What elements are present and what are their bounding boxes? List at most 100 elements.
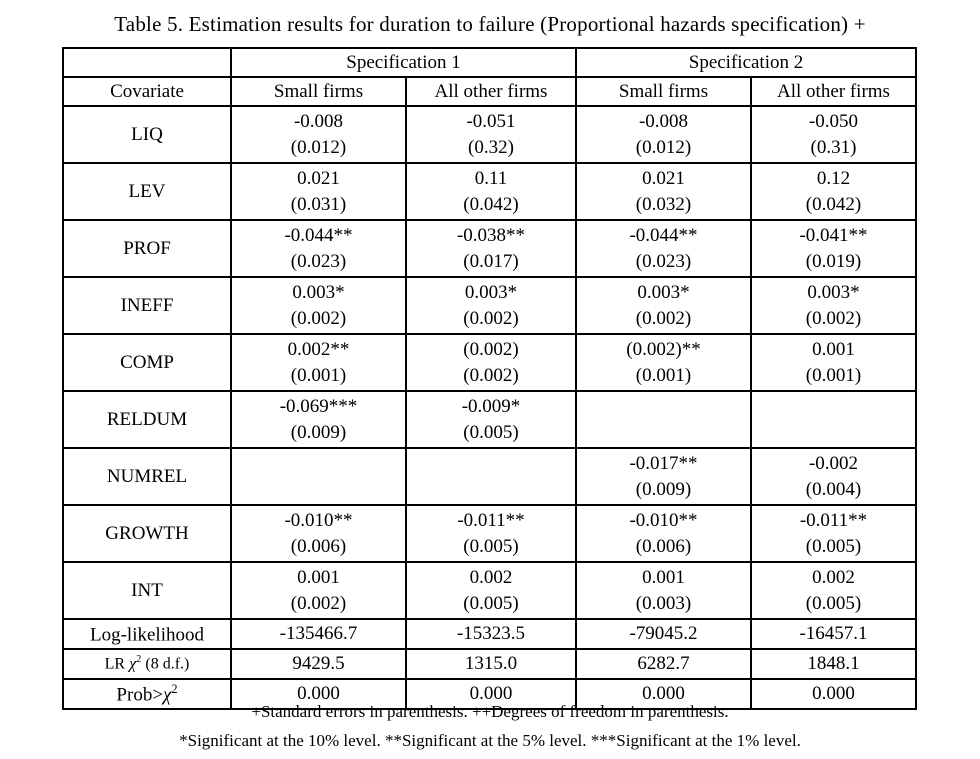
stat-value: 0.000 bbox=[405, 678, 577, 710]
std-error: (0.005) bbox=[463, 421, 519, 443]
coefficient: 0.003* bbox=[637, 281, 690, 303]
cell: -0.011** (0.005) bbox=[750, 504, 917, 563]
cell: -0.017** (0.009) bbox=[575, 447, 752, 506]
std-error: (0.017) bbox=[463, 250, 519, 272]
footnote-standard-errors: +Standard errors in parenthesis. ++Degre… bbox=[251, 702, 729, 721]
cell: 0.021 (0.032) bbox=[575, 162, 752, 221]
chi-symbol: χ bbox=[129, 655, 137, 673]
coefficient: -0.051 bbox=[466, 110, 516, 132]
covariate-label: INT bbox=[62, 561, 232, 620]
std-error: (0.32) bbox=[468, 136, 514, 158]
std-error: (0.031) bbox=[290, 193, 347, 215]
footnotes: +Standard errors in parenthesis. ++Degre… bbox=[0, 697, 980, 755]
cell: 0.003* (0.002) bbox=[230, 276, 407, 335]
coefficient: -0.044** bbox=[629, 224, 698, 246]
cell: 0.001 (0.002) bbox=[230, 561, 407, 620]
cell: -0.044** (0.023) bbox=[575, 219, 752, 278]
stat-label: Prob>χ2 bbox=[62, 678, 232, 710]
cell: -0.010** (0.006) bbox=[230, 504, 407, 563]
std-error: (0.31) bbox=[810, 136, 857, 158]
stat-row-prob-chi2: Prob>χ2 0.000 0.000 0.000 0.000 bbox=[62, 678, 917, 710]
coefficient: (0.002) bbox=[463, 338, 519, 360]
cell: -0.041** (0.019) bbox=[750, 219, 917, 278]
covariate-label: LIQ bbox=[62, 105, 232, 164]
coefficient: 0.001 bbox=[642, 566, 685, 588]
table-row: GROWTH -0.010** (0.006) -0.011** (0.005) -… bbox=[62, 504, 917, 563]
table-row: RELDUM -0.069*** (0.009) -0.009* (0.005) bbox=[62, 390, 917, 449]
std-error: (0.002) bbox=[635, 307, 692, 329]
std-error: (0.042) bbox=[463, 193, 519, 215]
results-table: Specification 1 Specification 2 Covariat… bbox=[62, 47, 917, 710]
coefficient: -0.050 bbox=[808, 110, 859, 132]
cell: -0.069*** (0.009) bbox=[230, 390, 407, 449]
coefficient: -0.011** bbox=[457, 509, 525, 531]
table-row: COMP 0.002** (0.001) (0.002) (0.002) (0.00… bbox=[62, 333, 917, 392]
header-row-specifications: Specification 1 Specification 2 bbox=[62, 47, 917, 78]
coefficient: -0.044** bbox=[284, 224, 353, 246]
cell: -0.010** (0.006) bbox=[575, 504, 752, 563]
std-error: (0.001) bbox=[290, 364, 347, 386]
cell: -0.009* (0.005) bbox=[405, 390, 577, 449]
coefficient: -0.010** bbox=[284, 509, 353, 531]
std-error: (0.009) bbox=[635, 478, 692, 500]
coefficient: -0.008 bbox=[293, 110, 344, 132]
table-row: INT 0.001 (0.002) 0.002 (0.005) 0.001 (0.00… bbox=[62, 561, 917, 620]
cell: -0.044** (0.023) bbox=[230, 219, 407, 278]
cell: 0.001 (0.001) bbox=[750, 333, 917, 392]
coefficient: -0.069*** bbox=[279, 395, 358, 417]
stat-value: 1315.0 bbox=[405, 648, 577, 680]
std-error: (0.001) bbox=[805, 364, 862, 386]
coefficient: 0.002** bbox=[287, 338, 350, 360]
stat-value: 6282.7 bbox=[575, 648, 752, 680]
column-header: Small firms bbox=[230, 76, 407, 107]
std-error: (0.002) bbox=[290, 307, 347, 329]
std-error: (0.005) bbox=[805, 535, 862, 557]
cell: 0.002** (0.001) bbox=[230, 333, 407, 392]
std-error: (0.009) bbox=[290, 421, 347, 443]
coefficient: -0.009* bbox=[461, 395, 521, 417]
std-error: (0.023) bbox=[290, 250, 347, 272]
cell: -0.008 (0.012) bbox=[575, 105, 752, 164]
column-header: Small firms bbox=[575, 76, 752, 107]
cell: -0.050 (0.31) bbox=[750, 105, 917, 164]
stat-row-lr-chi2: LR χ2 (8 d.f.) 9429.5 1315.0 6282.7 1848… bbox=[62, 648, 917, 680]
coefficient: 0.11 bbox=[474, 167, 508, 189]
covariate-label: COMP bbox=[62, 333, 232, 392]
std-error: (0.002) bbox=[290, 592, 347, 614]
std-error: (0.032) bbox=[635, 193, 692, 215]
coefficient: 0.021 bbox=[297, 167, 340, 189]
cell: -0.002 (0.004) bbox=[750, 447, 917, 506]
coefficient: 0.003* bbox=[292, 281, 345, 303]
cell bbox=[575, 390, 752, 449]
spec2-header: Specification 2 bbox=[575, 47, 917, 78]
coefficient: 0.002 bbox=[469, 566, 513, 588]
spec1-header: Specification 1 bbox=[230, 47, 577, 78]
std-error: (0.002) bbox=[805, 307, 862, 329]
std-error: (0.023) bbox=[635, 250, 692, 272]
cell: 0.002 (0.005) bbox=[405, 561, 577, 620]
stat-row-log-likelihood: Log-likelihood -135466.7 -15323.5 -79045… bbox=[62, 618, 917, 650]
coefficient: -0.008 bbox=[638, 110, 689, 132]
std-error: (0.002) bbox=[463, 307, 519, 329]
cell: 0.003* (0.002) bbox=[750, 276, 917, 335]
coefficient: 0.12 bbox=[816, 167, 851, 189]
covariate-label: PROF bbox=[62, 219, 232, 278]
cell: 0.12 (0.042) bbox=[750, 162, 917, 221]
stat-value: 0.000 bbox=[230, 678, 407, 710]
stat-value: -16457.1 bbox=[750, 618, 917, 650]
stat-value: 1848.1 bbox=[750, 648, 917, 680]
std-error: (0.004) bbox=[805, 478, 862, 500]
stat-value: 9429.5 bbox=[230, 648, 407, 680]
table-row: LIQ -0.008 (0.012) -0.051 (0.32) -0.008 (0.… bbox=[62, 105, 917, 164]
std-error: (0.001) bbox=[635, 364, 692, 386]
table-row: LEV 0.021 (0.031) 0.11 (0.042) 0.021 (0.032… bbox=[62, 162, 917, 221]
table-row: PROF -0.044** (0.023) -0.038** (0.017) -0.… bbox=[62, 219, 917, 278]
cell: (0.002)** (0.001) bbox=[575, 333, 752, 392]
cell: -0.011** (0.005) bbox=[405, 504, 577, 563]
stat-value: 0.000 bbox=[575, 678, 752, 710]
std-error: (0.005) bbox=[463, 592, 519, 614]
empty-header-cell bbox=[62, 47, 232, 78]
coefficient: 0.003* bbox=[807, 281, 860, 303]
cell: -0.008 (0.012) bbox=[230, 105, 407, 164]
std-error: (0.019) bbox=[805, 250, 862, 272]
